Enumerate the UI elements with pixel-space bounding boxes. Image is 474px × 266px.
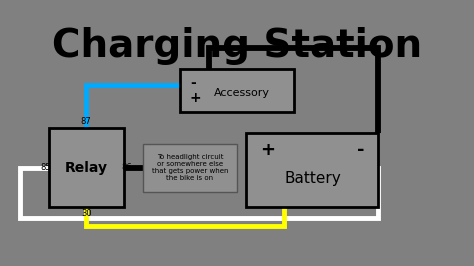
Text: -: - [190,76,196,90]
FancyBboxPatch shape [143,144,237,192]
Text: -: - [357,141,364,159]
FancyBboxPatch shape [181,69,293,112]
Text: +: + [261,141,275,159]
Text: Charging Station: Charging Station [52,27,422,65]
Text: 86: 86 [121,163,132,172]
Text: Battery: Battery [284,171,341,186]
Text: 85: 85 [40,163,51,172]
Text: 30: 30 [81,209,91,218]
Text: To headlight circuit
or somewhere else
that gets power when
the bike is on: To headlight circuit or somewhere else t… [152,154,228,181]
Text: +: + [190,91,201,105]
FancyBboxPatch shape [246,133,378,207]
Text: Accessory: Accessory [214,88,270,98]
Text: Relay: Relay [65,161,108,174]
FancyBboxPatch shape [48,128,124,207]
Text: 87: 87 [81,117,91,126]
